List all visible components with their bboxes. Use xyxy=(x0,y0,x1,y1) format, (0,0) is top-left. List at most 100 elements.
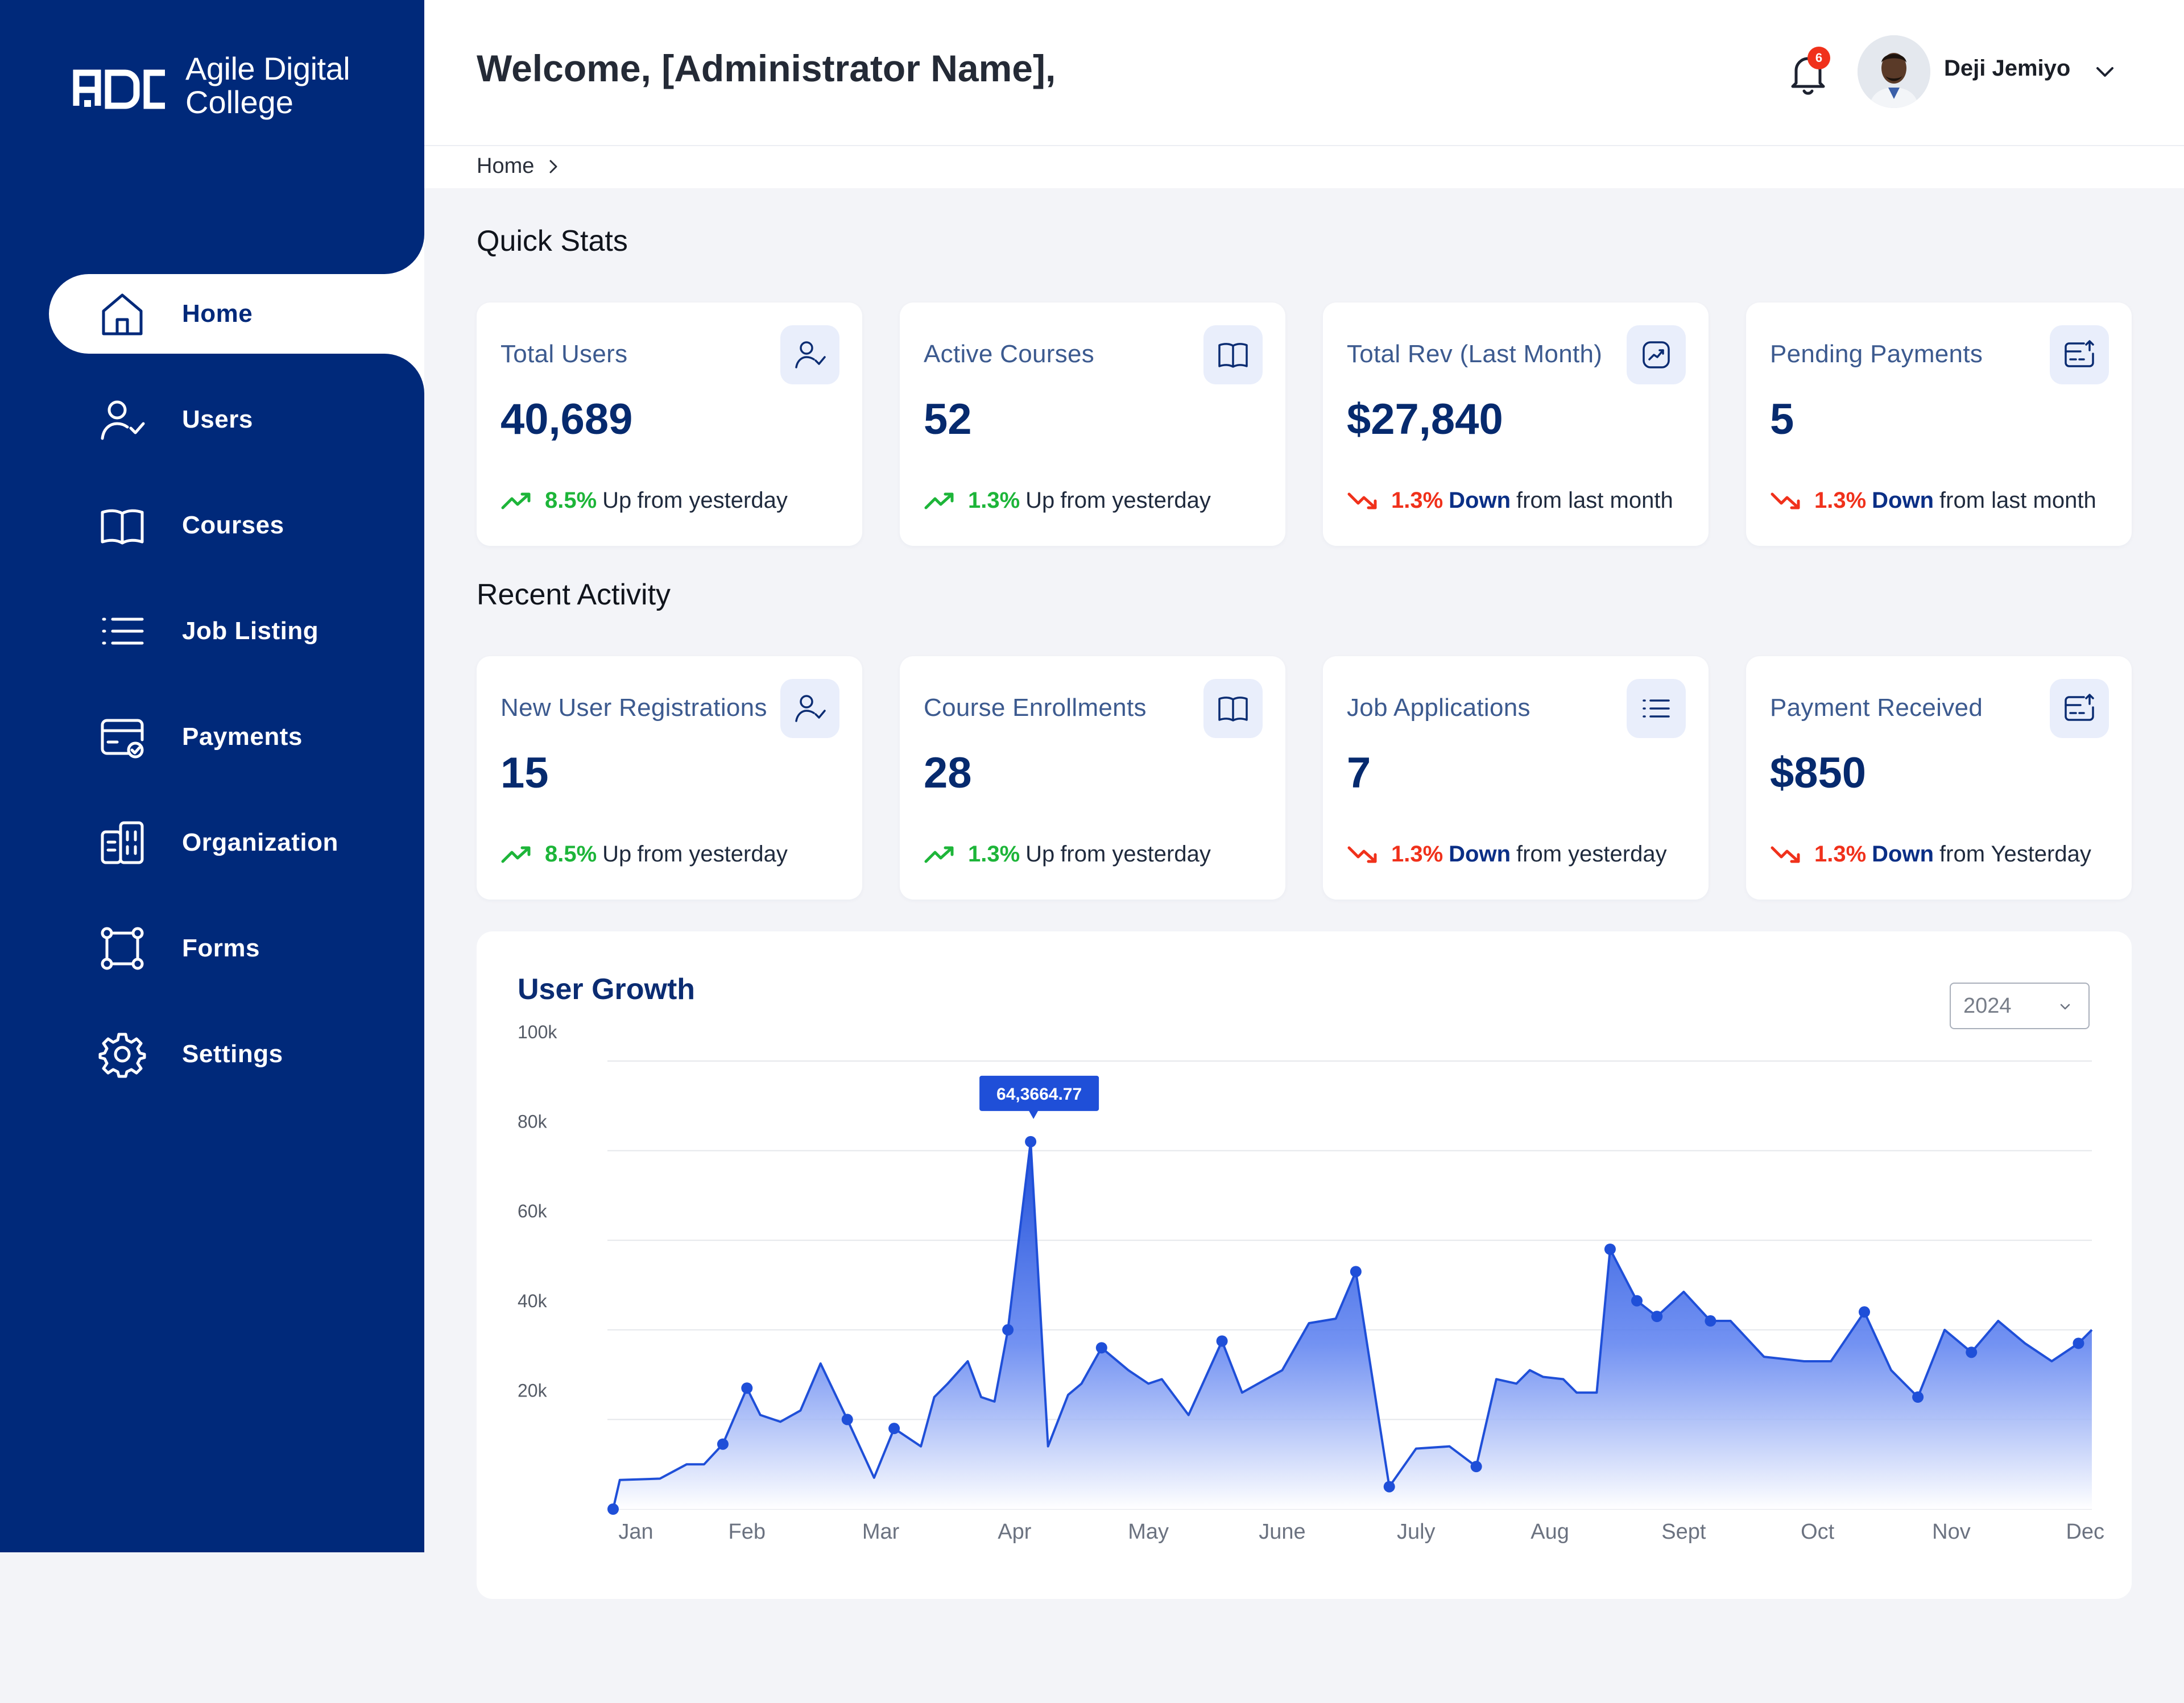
x-tick-label: Oct xyxy=(1801,1520,1835,1544)
trend-suffix: from yesterday xyxy=(1060,488,1211,513)
sidebar-item-home[interactable]: Home xyxy=(49,274,424,354)
stat-card-total-revenue[interactable]: Total Rev (Last Month) $27,840 1.3% Down… xyxy=(1323,303,1709,546)
data-point[interactable] xyxy=(1705,1315,1716,1327)
sidebar-item-organization[interactable]: Organization xyxy=(49,803,424,882)
stat-label: Payment Received xyxy=(1770,694,1983,722)
stat-label: Total Users xyxy=(500,340,628,368)
trend-direction: Up xyxy=(602,842,632,867)
activity-card-course-enrollments[interactable]: Course Enrollments 28 1.3% Up from yeste… xyxy=(900,656,1285,900)
trend-percent: 8.5% xyxy=(545,488,597,513)
sidebar-item-users[interactable]: Users xyxy=(49,380,424,459)
tooltip-text: 64,3664.77 xyxy=(996,1085,1082,1104)
stat-value: 28 xyxy=(924,749,972,797)
trend-percent: 8.5% xyxy=(545,842,597,867)
trend-indicator: 1.3% Up from yesterday xyxy=(924,842,1211,867)
stat-value: $27,840 xyxy=(1347,395,1503,444)
stat-value: 5 xyxy=(1770,395,1794,444)
data-point[interactable] xyxy=(607,1503,619,1515)
sidebar-item-label: Organization xyxy=(182,828,338,856)
stat-card-total-users[interactable]: Total Users 40,689 8.5% Up from yesterda… xyxy=(477,303,862,546)
adc-logo-mark xyxy=(73,69,165,109)
chevron-right-icon xyxy=(549,160,557,173)
user-name[interactable]: Deji Jemiyo xyxy=(1944,56,2071,81)
y-tick-label: 40k xyxy=(518,1291,548,1311)
stat-card-pending-payments[interactable]: Pending Payments 5 1.3% Down from last m… xyxy=(1746,303,2132,546)
data-point[interactable] xyxy=(717,1438,729,1450)
x-tick-label: Mar xyxy=(862,1520,900,1544)
data-point[interactable] xyxy=(1631,1295,1643,1307)
book-icon xyxy=(97,500,148,551)
trend-direction: Down xyxy=(1449,842,1511,867)
data-point[interactable] xyxy=(1002,1324,1014,1336)
building-icon xyxy=(97,817,148,868)
stat-label: Job Applications xyxy=(1347,694,1531,722)
data-point[interactable] xyxy=(888,1423,900,1435)
trend-direction: Down xyxy=(1872,842,1934,867)
sidebar-item-job-listing[interactable]: Job Listing xyxy=(49,591,424,671)
x-tick-label: Dec xyxy=(2066,1520,2104,1544)
trend-percent: 1.3% xyxy=(968,488,1020,513)
avatar[interactable] xyxy=(1858,35,1930,108)
trend-suffix: from yesterday xyxy=(637,842,788,867)
recent-activity-title: Recent Activity xyxy=(477,578,671,611)
trend-indicator: 8.5% Up from yesterday xyxy=(500,842,788,867)
list-icon xyxy=(97,606,148,657)
sidebar-item-forms[interactable]: Forms xyxy=(49,909,424,988)
data-point[interactable] xyxy=(1470,1461,1482,1473)
activity-card-payment-received[interactable]: Payment Received $850 1.3% Down from Yes… xyxy=(1746,656,2132,900)
tooltip-box xyxy=(979,1075,1099,1111)
sidebar-item-label: Forms xyxy=(182,934,260,962)
sidebar-item-settings[interactable]: Settings xyxy=(49,1014,424,1094)
nav-curve-bottom xyxy=(341,354,424,433)
x-tick-label: Sept xyxy=(1661,1520,1706,1544)
stat-label: Pending Payments xyxy=(1770,340,1983,368)
trend-direction: Up xyxy=(602,488,632,513)
sidebar-item-courses[interactable]: Courses xyxy=(49,486,424,565)
y-tick-label: 100k xyxy=(518,1022,557,1042)
activity-card-new-registrations[interactable]: New User Registrations 15 8.5% Up from y… xyxy=(477,656,862,900)
payment-card-icon xyxy=(97,711,148,763)
home-icon xyxy=(97,288,148,339)
top-header: Welcome, [Administrator Name], 6 Deji Je… xyxy=(424,0,2184,146)
data-point[interactable] xyxy=(1095,1342,1107,1354)
user-check-icon xyxy=(97,394,148,445)
data-point[interactable] xyxy=(1383,1481,1395,1493)
sidebar-item-label: Settings xyxy=(182,1040,283,1068)
trend-suffix: from last month xyxy=(1939,488,2096,513)
trend-down-icon xyxy=(1347,846,1377,863)
x-tick-label: Apr xyxy=(998,1520,1031,1544)
trend-suffix: from yesterday xyxy=(1516,842,1667,867)
breadcrumb: Home xyxy=(477,154,565,179)
trend-suffix: from Yesterday xyxy=(1939,842,2091,867)
data-point[interactable] xyxy=(741,1382,753,1394)
sidebar-item-label: Job Listing xyxy=(182,617,319,645)
stat-card-active-courses[interactable]: Active Courses 52 1.3% Up from yesterday xyxy=(900,303,1285,546)
brand-line1: Agile Digital xyxy=(185,51,350,86)
trend-down-icon xyxy=(1347,492,1377,509)
brand-logo[interactable]: Agile Digital College xyxy=(73,52,350,119)
chevron-down-icon[interactable] xyxy=(2091,58,2119,86)
data-point[interactable] xyxy=(1025,1136,1037,1147)
page-title: Welcome, [Administrator Name], xyxy=(477,47,1056,89)
data-point[interactable] xyxy=(1350,1266,1362,1278)
x-tick-label: June xyxy=(1259,1520,1305,1544)
sidebar-item-payments[interactable]: Payments xyxy=(49,697,424,777)
data-point[interactable] xyxy=(841,1414,853,1426)
data-point[interactable] xyxy=(1966,1346,1978,1358)
data-point[interactable] xyxy=(2073,1337,2084,1349)
trend-indicator: 1.3% Down from yesterday xyxy=(1347,842,1667,867)
data-point[interactable] xyxy=(1859,1306,1870,1318)
y-tick-label: 80k xyxy=(518,1112,548,1132)
nav-curve-top xyxy=(341,194,424,274)
y-tick-label: 60k xyxy=(518,1201,548,1221)
series-area xyxy=(613,1141,2092,1509)
data-point[interactable] xyxy=(1216,1335,1228,1347)
activity-card-job-applications[interactable]: Job Applications 7 1.3% Down from yester… xyxy=(1323,656,1709,900)
breadcrumb-home[interactable]: Home xyxy=(477,154,535,178)
data-point[interactable] xyxy=(1651,1311,1663,1323)
year-select[interactable]: 2024 xyxy=(1950,983,2090,1029)
data-point[interactable] xyxy=(1912,1391,1924,1403)
sidebar-item-label: Home xyxy=(182,300,253,328)
sidebar: Agile Digital College Home Users Courses xyxy=(0,0,424,1552)
data-point[interactable] xyxy=(1604,1243,1616,1255)
